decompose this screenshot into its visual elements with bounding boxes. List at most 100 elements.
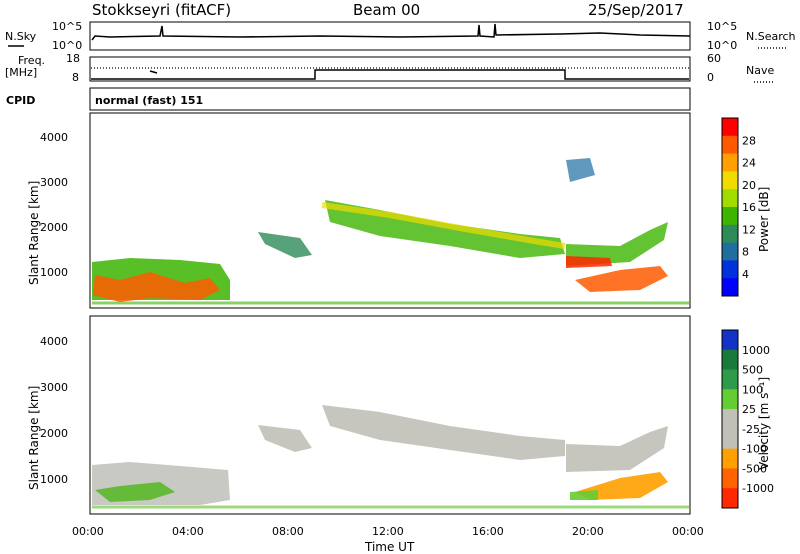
beam-title: Beam 00 <box>353 1 420 19</box>
velocity-scatter-layer <box>92 405 689 509</box>
power-colorbar-frame <box>721 117 739 297</box>
velocity-colorbar-label: Velocity [m s⁻¹] <box>757 377 771 470</box>
freq-tick-lo: 8 <box>72 71 79 84</box>
cpid-label: CPID <box>6 94 35 107</box>
power-colorbar-tick-0: 28 <box>742 134 756 147</box>
freq-tick-hi: 18 <box>66 52 80 65</box>
time-xlabel: Time UT <box>364 540 415 554</box>
freq-unit-label: [MHz] <box>5 66 37 79</box>
freq-series <box>91 69 689 80</box>
time-tick-3: 12:00 <box>372 525 404 538</box>
velocity-ylabel: Slant Range [km] <box>27 386 41 490</box>
nave-tick-lo: 0 <box>707 71 714 84</box>
velocity-colorbar-swatch-7 <box>722 468 738 489</box>
velocity-ytick-1000: 1000 <box>40 473 68 486</box>
power-colorbar-swatch-7 <box>722 242 738 261</box>
velocity-colorbar-tick-2: 100 <box>742 383 763 396</box>
station-title: Stokkseyri (fitACF) <box>92 1 231 19</box>
power-colorbar-swatch-1 <box>722 135 738 155</box>
power-colorbar-tick-4: 12 <box>742 223 756 236</box>
power-ytick-1000: 1000 <box>40 266 68 279</box>
power-colorbar-tick-6: 4 <box>742 268 749 281</box>
velocity-colorbar-swatch-2 <box>722 369 738 390</box>
time-tick-2: 08:00 <box>272 525 304 538</box>
velocity-colorbar-tick-1: 500 <box>742 364 763 377</box>
velocity-region-5 <box>575 472 668 500</box>
nave-label: Nave <box>746 64 774 77</box>
power-scatter-layer <box>92 158 689 305</box>
velocity-colorbar-swatch-3 <box>722 389 738 410</box>
noise-tick-left-lo: 10^0 <box>52 39 82 52</box>
freq-label: Freq. <box>18 54 45 67</box>
power-colorbar-tick-3: 16 <box>742 201 756 214</box>
noise-tick-left-hi: 10^5 <box>52 20 82 33</box>
power-colorbar: 28 24 20 16 12 8 4 <box>721 117 756 297</box>
power-colorbar-swatch-0 <box>722 118 738 137</box>
velocity-region-2 <box>258 425 312 452</box>
time-axis: 00:00 04:00 08:00 12:00 16:00 20:00 00:0… <box>72 525 704 538</box>
cpid-strip-frame <box>89 87 691 111</box>
date-title: 25/Sep/2017 <box>588 1 684 19</box>
power-ytick-3000: 3000 <box>40 176 68 189</box>
nave-tick-hi: 60 <box>707 52 721 65</box>
power-region-4 <box>566 222 668 266</box>
power-colorbar-tick-2: 20 <box>742 179 756 192</box>
velocity-ytick-3000: 3000 <box>40 381 68 394</box>
power-colorbar-swatch-5 <box>722 207 738 226</box>
power-region-7 <box>566 158 595 182</box>
power-axis-ticks: 1000 2000 3000 4000 <box>40 131 68 279</box>
velocity-region-3 <box>322 405 565 460</box>
power-colorbar-swatch-3 <box>722 171 738 190</box>
power-region-1-core <box>93 272 220 302</box>
velocity-ytick-2000: 2000 <box>40 427 68 440</box>
power-colorbar-label: Power [dB] <box>757 187 771 252</box>
velocity-colorbar-swatch-0 <box>722 330 738 351</box>
power-colorbar-swatch-6 <box>722 224 738 244</box>
velocity-colorbar-tick-0: 1000 <box>742 344 770 357</box>
nsearch-label: N.Search <box>746 30 796 43</box>
time-tick-6: 00:00 <box>672 525 704 538</box>
power-colorbar-tick-5: 8 <box>742 246 749 259</box>
power-colorbar-swatch-2 <box>722 153 738 172</box>
power-ytick-2000: 2000 <box>40 221 68 234</box>
power-region-6 <box>575 266 668 292</box>
velocity-colorbar-swatch-1 <box>722 349 738 371</box>
nsky-label: N.Sky <box>5 30 37 43</box>
velocity-colorbar-tick-6: -500 <box>742 462 767 475</box>
velocity-ytick-4000: 4000 <box>40 335 68 348</box>
time-tick-1: 04:00 <box>172 525 204 538</box>
velocity-colorbar-tick-4: -25 <box>742 423 760 436</box>
power-region-5 <box>566 256 612 268</box>
power-colorbar-swatch-8 <box>722 260 738 279</box>
power-ytick-4000: 4000 <box>40 131 68 144</box>
time-tick-0: 00:00 <box>72 525 104 538</box>
power-colorbar-swatch-4 <box>722 189 738 208</box>
velocity-colorbar-swatch-8 <box>722 488 738 509</box>
velocity-region-1-green <box>95 482 175 502</box>
noise-tick-right-lo: 10^0 <box>707 39 737 52</box>
power-ylabel: Slant Range [km] <box>27 181 41 285</box>
power-colorbar-swatch-9 <box>722 278 738 297</box>
power-region-2 <box>258 232 312 258</box>
power-region-3-ridge <box>321 202 566 249</box>
noise-tick-right-hi: 10^5 <box>707 20 737 33</box>
velocity-colorbar-swatch-6 <box>722 448 738 469</box>
time-tick-5: 20:00 <box>572 525 604 538</box>
velocity-colorbar-tick-5: -100 <box>742 443 767 456</box>
cpid-value: normal (fast) 151 <box>95 94 203 107</box>
velocity-colorbar: 1000 500 100 25 -25 -100 -500 -1000 <box>721 329 774 509</box>
velocity-axis-ticks: 1000 2000 3000 4000 <box>40 335 68 486</box>
freq-strip-frame <box>89 56 691 82</box>
velocity-colorbar-tick-7: -1000 <box>742 482 774 495</box>
time-tick-4: 16:00 <box>472 525 504 538</box>
noise-sky-series <box>91 23 691 41</box>
velocity-colorbar-frame <box>721 329 739 509</box>
velocity-colorbar-swatch-5 <box>722 428 738 450</box>
power-colorbar-tick-1: 24 <box>742 157 756 170</box>
velocity-region-4 <box>566 426 668 472</box>
velocity-colorbar-tick-3: 25 <box>742 403 756 416</box>
velocity-colorbar-swatch-4 <box>722 409 738 430</box>
freq-glitch <box>149 70 158 74</box>
velocity-region-6 <box>570 490 598 500</box>
